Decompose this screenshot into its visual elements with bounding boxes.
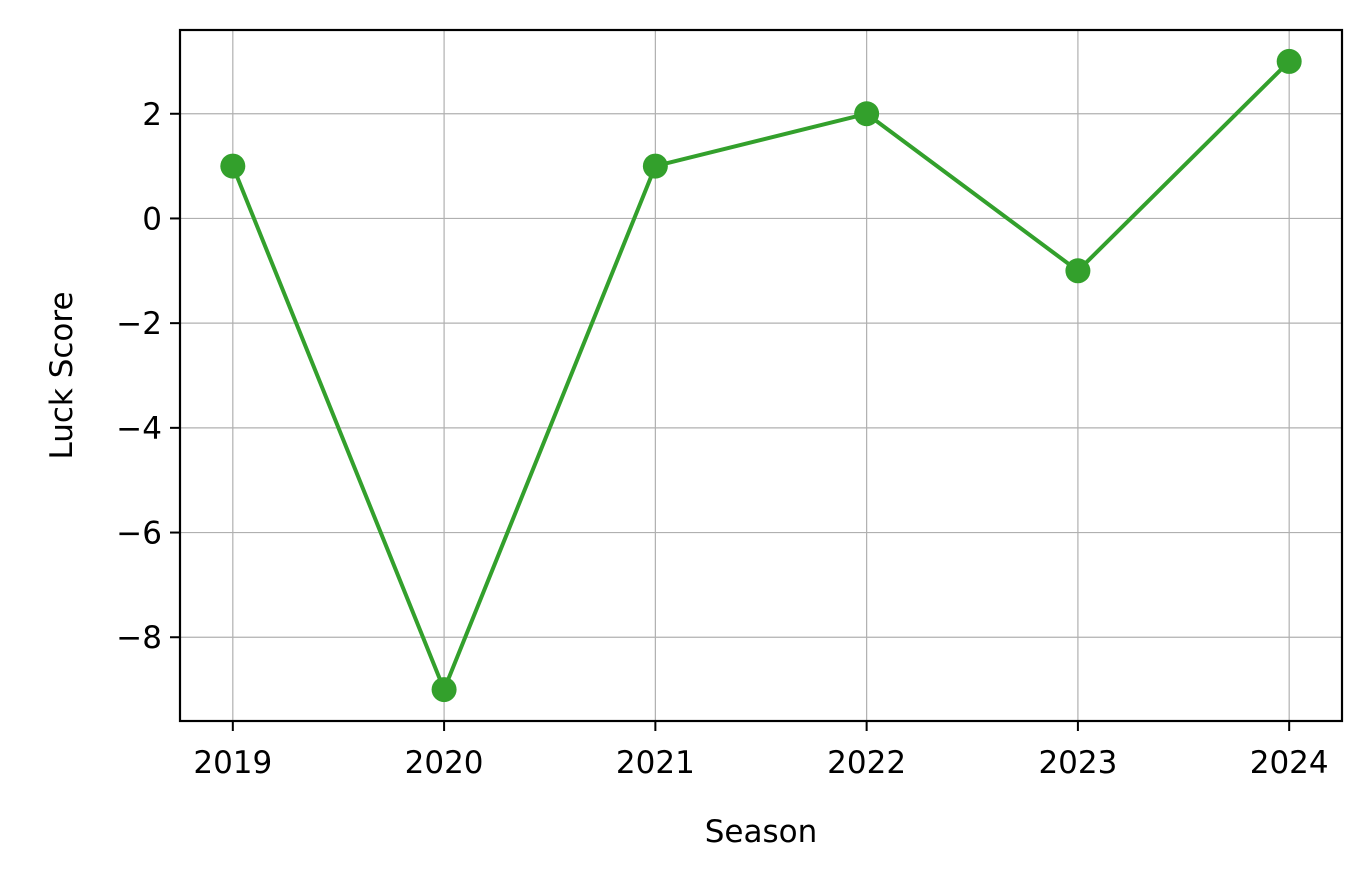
x-tick-label: 2024 — [1250, 745, 1329, 781]
data-point-2019 — [220, 153, 246, 179]
plot-frame — [178, 28, 1344, 723]
data-point-2023 — [1065, 258, 1091, 284]
data-point-2020 — [431, 677, 457, 703]
y-tick-label: −2 — [116, 306, 162, 342]
x-axis-label: Season — [705, 814, 818, 850]
x-tick-label: 2022 — [827, 745, 906, 781]
data-point-2021 — [642, 153, 668, 179]
grid-lines — [180, 30, 1342, 721]
y-tick-label: 2 — [142, 97, 162, 133]
x-tick-label: 2019 — [193, 745, 272, 781]
x-tick-label: 2021 — [616, 745, 695, 781]
data-point-2022 — [854, 101, 880, 127]
y-tick-label: 0 — [142, 201, 162, 237]
series-layer — [220, 48, 1302, 703]
y-tick-label: −4 — [116, 411, 162, 447]
y-tick-label: −8 — [116, 620, 162, 656]
series-line — [230, 59, 1291, 692]
x-tick-label: 2020 — [405, 745, 484, 781]
data-point-2024 — [1276, 48, 1302, 74]
y-tick-label: −6 — [116, 516, 162, 552]
x-tick-label: 2023 — [1038, 745, 1117, 781]
y-axis-label: Luck Score — [44, 291, 80, 459]
tick-layer: 2019 2020 2021 2022 2023 2024 2 0 −2 −4 −6 −8 — [116, 97, 1328, 781]
